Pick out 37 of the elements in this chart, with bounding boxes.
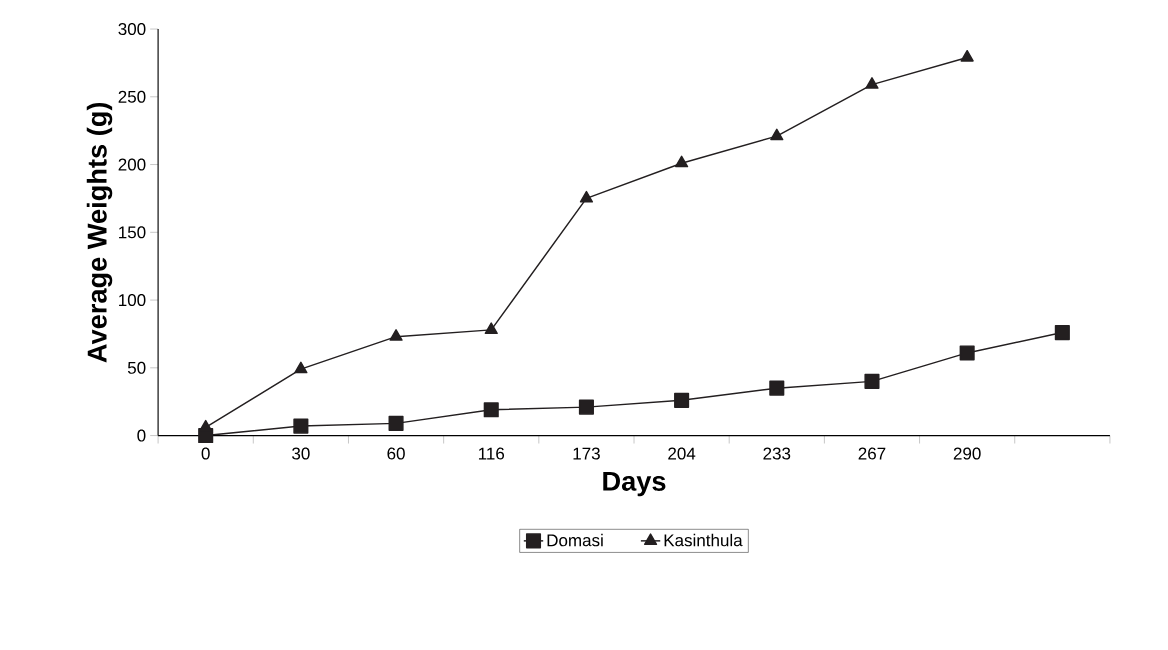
x-tick-label: 173 xyxy=(573,447,600,460)
point xyxy=(770,128,784,141)
point xyxy=(293,418,309,434)
y-tick-label: 150 xyxy=(119,226,146,239)
x-tick-label: 30 xyxy=(292,447,310,460)
point xyxy=(483,402,499,418)
point xyxy=(865,76,879,89)
x-tick-label: 290 xyxy=(953,447,981,460)
point xyxy=(864,373,880,389)
point xyxy=(388,415,404,431)
point xyxy=(578,399,594,415)
legend-label: Kasinthula xyxy=(664,533,743,547)
point xyxy=(1054,324,1070,341)
y-tick-label: 0 xyxy=(137,429,146,442)
legend-label: Domasi xyxy=(547,533,603,547)
point xyxy=(959,345,975,361)
y-tick-label: 300 xyxy=(118,22,146,35)
x-tick-label: 0 xyxy=(201,447,210,460)
point xyxy=(389,329,403,341)
point xyxy=(294,361,308,374)
x-tick-label: 233 xyxy=(763,447,791,460)
x-axis-title: Days xyxy=(603,471,666,497)
point xyxy=(674,392,690,408)
point xyxy=(674,155,689,168)
x-tick-label: 60 xyxy=(387,447,405,460)
point xyxy=(960,49,974,62)
y-tick-label: 100 xyxy=(119,293,146,307)
y-axis-title: Average Weights (g) xyxy=(86,102,113,363)
point xyxy=(579,190,594,203)
x-tick-label: 116 xyxy=(478,447,505,460)
y-tick-label: 200 xyxy=(118,158,146,171)
point xyxy=(769,380,785,396)
point xyxy=(484,322,498,334)
y-tick-label: 250 xyxy=(118,90,146,103)
y-tick-label: 50 xyxy=(127,361,146,374)
x-tick-label: 267 xyxy=(858,447,886,460)
x-tick-label: 204 xyxy=(668,447,696,460)
